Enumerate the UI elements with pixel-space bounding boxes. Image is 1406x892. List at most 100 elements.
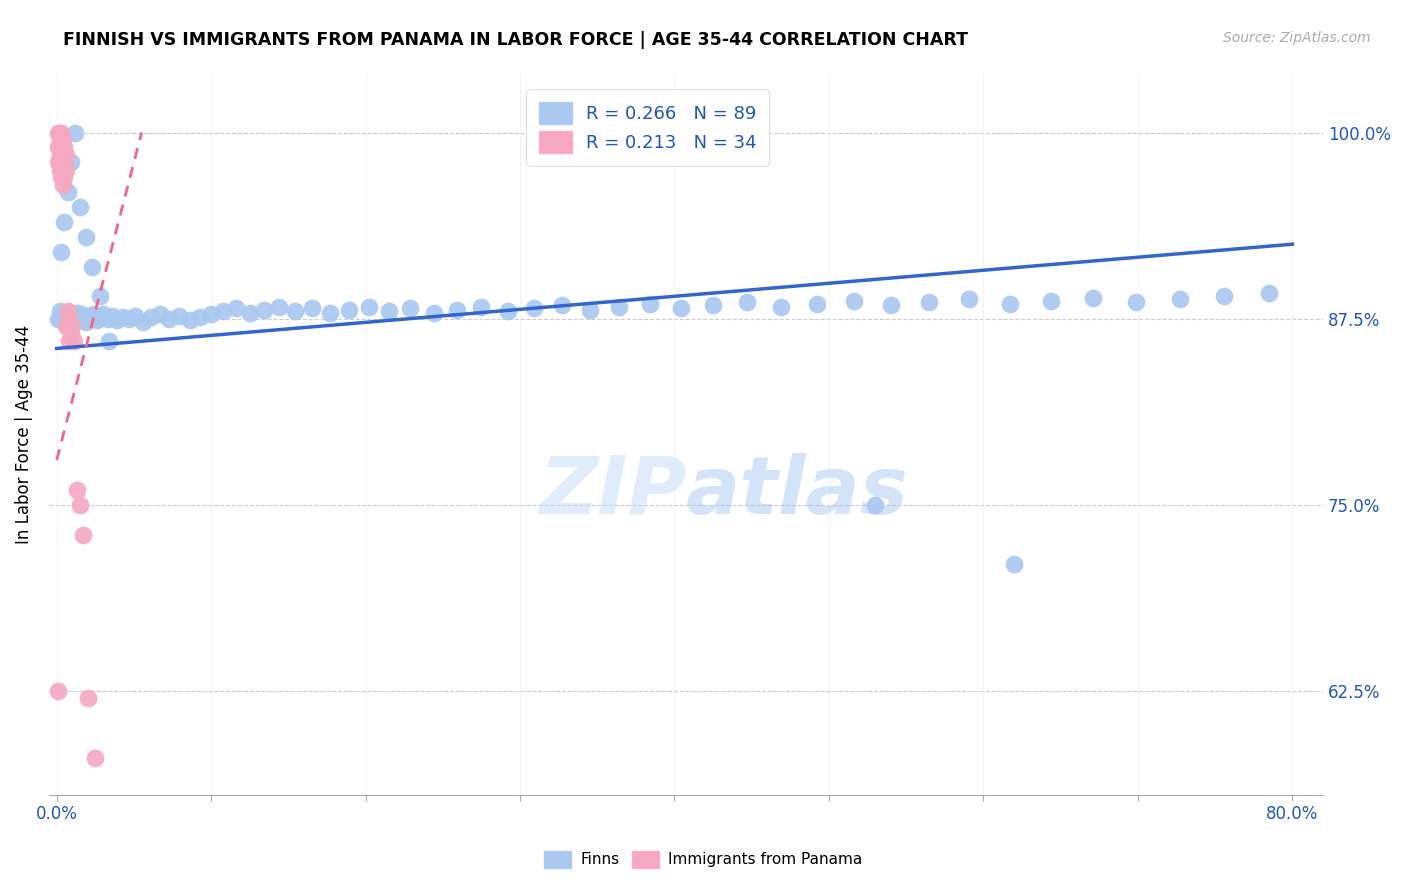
Point [58, 311, 80, 326]
Point [98, 334, 121, 348]
Point [46, 155, 69, 169]
Legend: R = 0.266   N = 89, R = 0.213   N = 34: R = 0.266 N = 89, R = 0.213 N = 34 [526, 89, 769, 166]
Point [1002, 558, 1025, 572]
Point [62, 334, 84, 348]
Point [959, 293, 981, 307]
Point [167, 309, 190, 323]
Point [702, 298, 724, 312]
Point [75, 315, 97, 329]
Point [97, 311, 120, 326]
Point [51, 140, 73, 154]
Text: Source: ZipAtlas.com: Source: ZipAtlas.com [1223, 31, 1371, 45]
Point [357, 300, 380, 314]
Point [58, 306, 80, 320]
Point [112, 310, 135, 325]
Point [159, 311, 181, 326]
Point [59, 155, 82, 169]
Point [523, 301, 546, 316]
Point [52, 178, 75, 192]
Point [118, 311, 141, 326]
Point [865, 498, 887, 512]
Point [124, 309, 146, 323]
Point [77, 311, 100, 326]
Point [65, 311, 87, 326]
Point [75, 229, 97, 244]
Point [49, 304, 72, 318]
Point [49, 133, 72, 147]
Point [225, 301, 247, 316]
Point [72, 311, 94, 326]
Point [69, 313, 91, 327]
Point [69, 200, 91, 214]
Point [879, 298, 901, 312]
Point [56, 185, 79, 199]
Point [770, 300, 793, 314]
Point [46, 126, 69, 140]
Point [72, 527, 94, 541]
Point [65, 126, 87, 140]
Point [1081, 291, 1104, 305]
Point [1258, 286, 1281, 301]
Point [60, 310, 83, 325]
Point [918, 295, 941, 310]
Point [53, 140, 76, 154]
Text: atlas: atlas [686, 453, 908, 531]
Point [998, 297, 1021, 311]
Point [52, 133, 75, 147]
Point [79, 310, 101, 325]
Point [319, 306, 342, 320]
Point [51, 244, 73, 259]
Point [49, 126, 72, 140]
Point [842, 293, 865, 308]
Point [60, 319, 83, 334]
Point [735, 295, 758, 310]
Point [49, 162, 72, 177]
Point [52, 307, 75, 321]
Y-axis label: In Labor Force | Age 35-44: In Labor Force | Age 35-44 [15, 325, 32, 543]
Point [55, 319, 77, 334]
Point [70, 307, 93, 321]
Point [149, 307, 172, 321]
Point [67, 310, 90, 325]
Point [76, 309, 98, 323]
Point [551, 298, 574, 312]
Point [69, 498, 91, 512]
Point [446, 302, 468, 317]
Point [301, 301, 323, 316]
Point [269, 300, 291, 314]
Point [179, 313, 201, 327]
Point [83, 307, 105, 321]
Point [669, 301, 692, 316]
Point [89, 289, 111, 303]
Point [82, 260, 104, 274]
Point [66, 483, 89, 497]
Point [132, 315, 155, 329]
Point [239, 306, 262, 320]
Point [51, 170, 73, 185]
Point [283, 304, 305, 318]
Point [91, 307, 114, 321]
Point [200, 307, 222, 321]
Point [399, 301, 422, 316]
Text: FINNISH VS IMMIGRANTS FROM PANAMA IN LABOR FORCE | AGE 35-44 CORRELATION CHART: FINNISH VS IMMIGRANTS FROM PANAMA IN LAB… [63, 31, 969, 49]
Point [59, 315, 82, 329]
Point [56, 304, 79, 318]
Point [51, 126, 73, 140]
Point [105, 313, 128, 327]
Point [84, 751, 107, 765]
Point [377, 304, 399, 318]
Point [253, 302, 276, 317]
Point [55, 162, 77, 177]
Point [337, 302, 360, 317]
Point [607, 300, 630, 314]
Point [1125, 295, 1147, 310]
Point [188, 310, 211, 325]
Point [1040, 293, 1063, 308]
Point [52, 162, 75, 177]
Point [55, 148, 77, 162]
Point [52, 148, 75, 162]
Point [56, 313, 79, 327]
Point [496, 304, 519, 318]
Point [55, 310, 77, 325]
Point [1213, 289, 1236, 303]
